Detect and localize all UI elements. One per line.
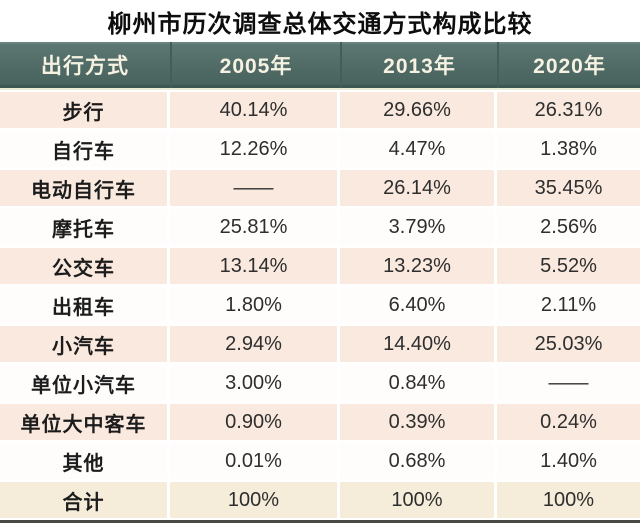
row-label: 摩托车	[0, 209, 167, 245]
value-cell: 1.80%	[170, 287, 337, 323]
value-cell: 13.23%	[340, 248, 494, 284]
table-row: 电动自行车 —— 26.14% 35.45%	[0, 170, 640, 206]
page-title: 柳州市历次调查总体交通方式构成比较	[107, 10, 533, 38]
value-cell: 0.90%	[170, 404, 337, 440]
table-row: 小汽车 2.94% 14.40% 25.03%	[0, 326, 640, 362]
table-row: 单位大中客车 0.90% 0.39% 0.24%	[0, 404, 640, 440]
value-cell: 0.84%	[340, 365, 494, 401]
value-cell: 14.40%	[340, 326, 494, 362]
value-cell: 2.94%	[170, 326, 337, 362]
value-cell: 40.14%	[170, 92, 337, 128]
value-cell: 100%	[497, 482, 640, 518]
value-cell: 35.45%	[497, 170, 640, 206]
table-row: 其他 0.01% 0.68% 1.40%	[0, 443, 640, 479]
value-cell: 3.00%	[170, 365, 337, 401]
value-cell: 26.14%	[340, 170, 494, 206]
table-row: 公交车 13.14% 13.23% 5.52%	[0, 248, 640, 284]
table-row: 出租车 1.80% 6.40% 2.11%	[0, 287, 640, 323]
value-cell: 0.01%	[170, 443, 337, 479]
row-label: 小汽车	[0, 326, 167, 362]
table-total-row: 合计 100% 100% 100%	[0, 482, 640, 518]
value-cell: ——	[497, 365, 640, 401]
value-cell: 1.40%	[497, 443, 640, 479]
value-cell: 100%	[340, 482, 494, 518]
row-label: 其他	[0, 443, 167, 479]
value-cell: 13.14%	[170, 248, 337, 284]
value-cell: 25.03%	[497, 326, 640, 362]
value-cell: 1.38%	[497, 131, 640, 167]
column-header-0: 出行方式	[41, 55, 129, 78]
value-cell: 3.79%	[340, 209, 494, 245]
row-label: 步行	[0, 92, 167, 128]
value-cell: 0.39%	[340, 404, 494, 440]
value-cell: 0.68%	[340, 443, 494, 479]
row-label: 自行车	[0, 131, 167, 167]
column-header-1: 2005年	[170, 42, 340, 88]
table-bottom-rule	[0, 520, 640, 523]
value-cell: 25.81%	[170, 209, 337, 245]
value-cell: ——	[170, 170, 337, 206]
value-cell: 12.26%	[170, 131, 337, 167]
table-row: 步行 40.14% 29.66% 26.31%	[0, 92, 640, 128]
table-body: 步行 40.14% 29.66% 26.31% 自行车 12.26% 4.47% 1.38% 电…	[0, 90, 640, 518]
row-label: 公交车	[0, 248, 167, 284]
row-label: 单位小汽车	[0, 365, 167, 401]
table-header-row: 出行方式 2005年 2013年 2020年	[0, 42, 640, 90]
value-cell: 4.47%	[340, 131, 494, 167]
value-cell: 2.56%	[497, 209, 640, 245]
table-row: 自行车 12.26% 4.47% 1.38%	[0, 131, 640, 167]
value-cell: 100%	[170, 482, 337, 518]
value-cell: 6.40%	[340, 287, 494, 323]
value-cell: 5.52%	[497, 248, 640, 284]
table-row: 摩托车 25.81% 3.79% 2.56%	[0, 209, 640, 245]
column-header-2: 2013年	[340, 42, 497, 88]
row-label: 出租车	[0, 287, 167, 323]
column-header-3: 2020年	[497, 42, 640, 88]
value-cell: 26.31%	[497, 92, 640, 128]
row-label: 单位大中客车	[0, 404, 167, 440]
value-cell: 0.24%	[497, 404, 640, 440]
table-row: 单位小汽车 3.00% 0.84% ——	[0, 365, 640, 401]
row-label: 合计	[0, 482, 167, 518]
row-label: 电动自行车	[0, 170, 167, 206]
value-cell: 2.11%	[497, 287, 640, 323]
value-cell: 29.66%	[340, 92, 494, 128]
